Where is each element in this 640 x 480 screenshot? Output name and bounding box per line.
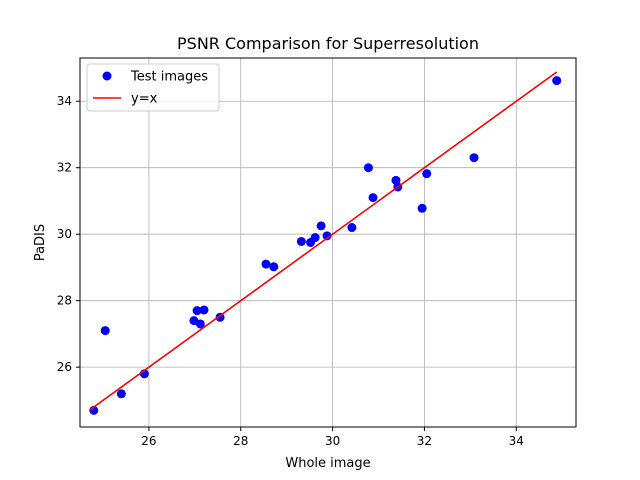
scatter-point: [417, 203, 427, 213]
scatter-point: [552, 76, 562, 86]
scatter-point: [296, 237, 306, 247]
scatter-point: [422, 169, 432, 179]
x-axis-label: Whole image: [285, 456, 370, 471]
legend-entry-label: Test images: [130, 70, 208, 85]
scatter-point: [316, 221, 326, 231]
legend-box: [86, 63, 220, 112]
scatter-point: [116, 389, 126, 399]
scatter-point: [310, 233, 320, 243]
y-tick-label: 34: [57, 94, 72, 108]
scatter-point: [261, 259, 271, 269]
x-tick-label: 32: [417, 434, 432, 448]
legend: Test images y=x: [86, 63, 220, 112]
x-tick-label: 30: [325, 434, 340, 448]
legend-entry-label: y=x: [131, 92, 158, 107]
scatter-point: [195, 319, 205, 329]
x-tick-label: 34: [509, 434, 524, 448]
scatter-point: [100, 326, 110, 336]
scatter-point: [347, 223, 357, 233]
y-axis-label: PaDIS: [33, 224, 48, 261]
scatter-point: [215, 312, 225, 322]
scatter-point: [322, 231, 332, 241]
y-tick-label: 32: [57, 161, 72, 175]
line-series: [88, 71, 558, 412]
axis-ticks: 26 28 30 32 34 26 28 30 32 34: [57, 94, 524, 448]
scatter-point: [269, 262, 279, 272]
scatter-point: [469, 153, 479, 163]
scatter-point: [368, 193, 378, 203]
legend-marker: [102, 71, 112, 81]
grid-lines: [80, 58, 576, 427]
plot-content: [88, 71, 562, 415]
x-tick-label: 28: [233, 434, 248, 448]
plot-frame: [79, 57, 577, 428]
y-tick-label: 28: [57, 294, 72, 308]
chart-title: PSNR Comparison for Superresolution: [177, 34, 479, 53]
scatter-point: [363, 163, 373, 173]
scatter-point: [192, 306, 202, 316]
x-tick-label: 26: [141, 434, 156, 448]
y-tick-label: 26: [57, 360, 72, 374]
y-tick-label: 30: [57, 227, 72, 241]
scatter-point: [199, 305, 209, 315]
